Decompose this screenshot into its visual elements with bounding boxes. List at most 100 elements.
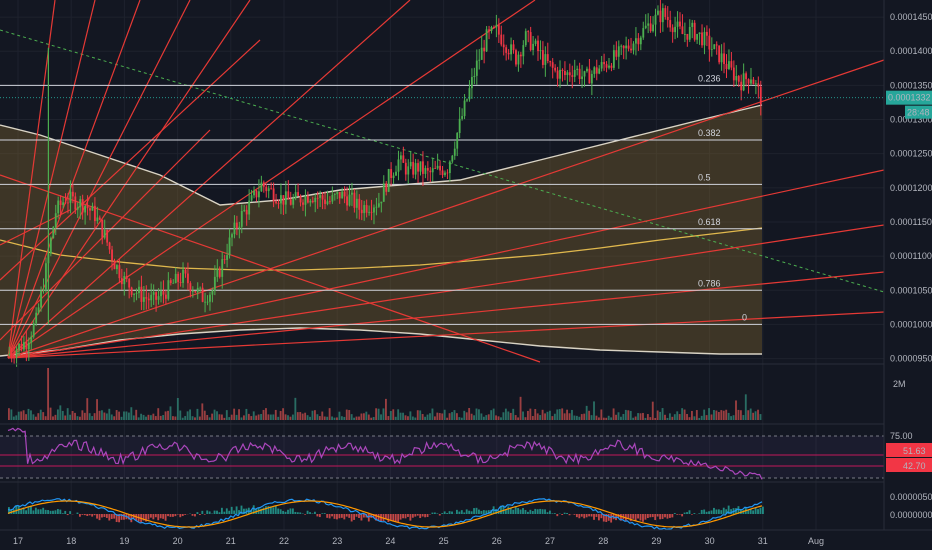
macd-histogram-bar: [433, 512, 436, 514]
volume-bar: [306, 415, 309, 420]
candle-body: [679, 21, 681, 27]
volume-bar: [392, 409, 395, 420]
macd-histogram-bar: [526, 511, 529, 514]
macd-histogram-bar: [220, 507, 223, 514]
macd-histogram-bar: [343, 514, 346, 520]
candle-body: [248, 200, 251, 215]
fib-level-label: 0.5: [698, 172, 711, 182]
candle-body: [752, 79, 755, 85]
volume-bar: [353, 417, 356, 420]
candle-body: [745, 73, 748, 80]
volume-bar: [700, 415, 703, 420]
macd-histogram-bar: [673, 513, 676, 514]
macd-histogram-bar: [500, 505, 502, 514]
macd-histogram-bar: [426, 514, 429, 518]
macd-histogram-bar: [722, 507, 725, 514]
candle-body: [399, 155, 402, 160]
candle-body: [15, 349, 18, 358]
volume-bar: [47, 368, 50, 420]
candle-body: [571, 75, 574, 77]
volume-bar: [211, 413, 214, 420]
candle-body: [750, 79, 752, 84]
volume-bar: [507, 411, 510, 420]
macd-histogram-bar: [421, 514, 424, 517]
candle-body: [360, 209, 363, 214]
macd-histogram-bar: [336, 514, 338, 520]
macd-histogram-bar: [578, 514, 581, 519]
macd-histogram-bar: [56, 509, 59, 514]
candle-body: [81, 199, 84, 213]
volume-bar: [91, 416, 94, 420]
volume-bar: [544, 413, 546, 420]
macd-histogram-bar: [553, 513, 556, 514]
volume-bar: [715, 410, 718, 420]
macd-histogram-bar: [561, 514, 564, 515]
candle-body: [622, 45, 625, 49]
macd-histogram-bar: [333, 514, 336, 519]
macd-histogram-bar: [323, 513, 326, 514]
macd-histogram-bar: [607, 514, 610, 521]
volume-bar: [338, 411, 341, 420]
macd-histogram-bar: [8, 507, 10, 514]
candlesticks: [8, 0, 762, 367]
candle-body: [353, 192, 356, 208]
volume-bar: [387, 416, 390, 420]
macd-line: [7, 498, 763, 530]
candle-body: [431, 168, 434, 173]
volume-bar: [159, 415, 162, 420]
candle-body: [287, 191, 290, 200]
fan-line: [7, 0, 56, 359]
fibonacci-levels: 0.236 0.382 0.5 0.618 0.786 0: [0, 73, 762, 325]
macd-histogram-bar: [174, 514, 177, 517]
price-axis[interactable]: 0.0001450 0.0001400 0.0001350 0.0001300 0.00…: [883, 0, 932, 530]
price-tick-label: 0.0001250: [890, 149, 932, 159]
volume-bar: [568, 413, 571, 420]
candle-body: [355, 198, 358, 208]
macd-histogram-bar: [64, 510, 67, 514]
macd-histogram-bar: [664, 514, 666, 518]
macd-histogram-bar: [91, 514, 94, 517]
fib-level-label: 0: [742, 312, 747, 322]
candle-body: [182, 269, 184, 283]
time-tick-label: 25: [439, 536, 449, 546]
macd-histogram-bar: [149, 514, 152, 518]
macd-histogram-bar: [441, 513, 444, 514]
candle-body: [495, 24, 498, 28]
volume-bar: [522, 411, 524, 420]
macd-histogram-bar: [326, 514, 329, 518]
candle-body: [343, 191, 346, 197]
candle-body: [138, 286, 140, 294]
candle-body: [728, 61, 730, 69]
volume-bar: [517, 417, 520, 420]
candle-body: [730, 61, 733, 68]
price-badges: 0.0001332 28:48 51.63 42.70: [0, 90, 932, 472]
macd-histogram-bar: [101, 514, 103, 518]
macd-histogram-bar: [438, 514, 441, 516]
volume-bar: [539, 415, 542, 420]
macd-histogram-bar: [536, 509, 539, 514]
volume-bar: [695, 410, 698, 420]
macd-histogram-bar: [646, 514, 649, 519]
candle-body: [209, 294, 211, 302]
candle-body: [696, 33, 699, 40]
macd-histogram-bar: [735, 508, 737, 514]
volume-bar: [255, 415, 258, 420]
macd-pane: [0, 481, 884, 530]
volume-bar: [693, 416, 696, 420]
volume-bar: [17, 411, 20, 420]
volume-bar: [602, 417, 605, 420]
macd-histogram-bar: [595, 514, 598, 517]
macd-histogram-bar: [387, 514, 390, 522]
volume-bar: [451, 412, 453, 420]
volume-bar: [402, 412, 404, 420]
volume-bar: [272, 414, 275, 420]
volume-bar: [154, 416, 157, 420]
candle-body: [255, 190, 258, 198]
time-axis[interactable]: 17 18 19 20 21 22 23 24 25 26 27 28 29 30 31 Aug: [0, 529, 932, 546]
candle-body: [191, 291, 194, 292]
candle-body: [510, 44, 512, 55]
candle-body: [586, 68, 588, 72]
volume-bar: [708, 408, 710, 420]
macd-histogram-bar: [167, 514, 169, 517]
